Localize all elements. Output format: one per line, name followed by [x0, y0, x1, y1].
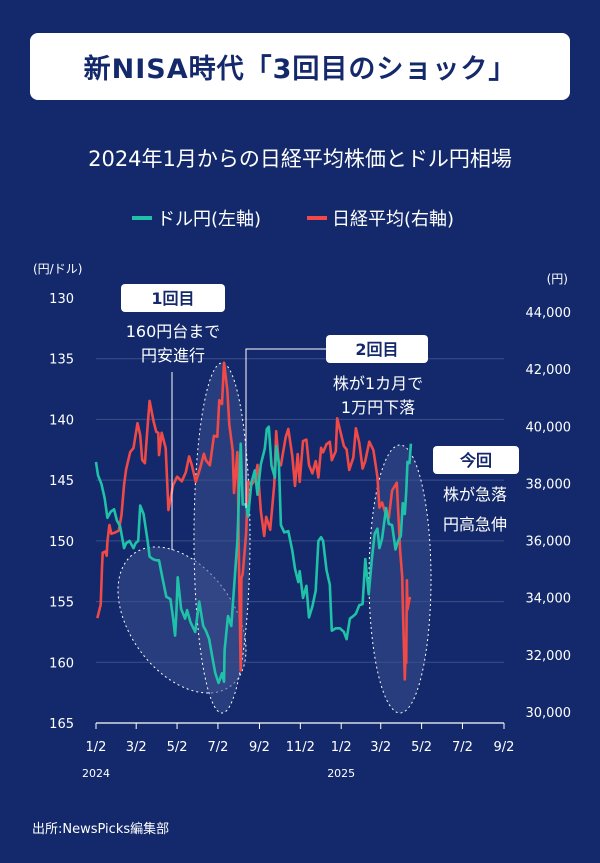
- highlight-ellipse-2: [193, 362, 251, 714]
- annotation-2: 2回目 株が1カ月で 1万円下落: [245, 335, 428, 508]
- x-tick-label: 7/2: [207, 740, 228, 755]
- x-tick-label: 5/2: [411, 740, 432, 755]
- right-tick-label: 36,000: [526, 535, 572, 550]
- left-tick-label: 135: [49, 353, 74, 368]
- x-axis-ticks: 1/2 3/2 5/2 7/2 9/2 11/2 1/2 3/2 5/2 7/2 9/2 2024 20…: [82, 723, 514, 780]
- annotation-3-line-1: 株が急落: [443, 485, 507, 504]
- x-tick-label: 11/2: [286, 740, 315, 755]
- x-tick-label: 9/2: [249, 740, 270, 755]
- x-tick-label: 3/2: [370, 740, 391, 755]
- annotation-2-leader: [245, 348, 326, 508]
- annotation-3-tag-box: [433, 446, 519, 474]
- x-tick-label: 5/2: [167, 740, 188, 755]
- annotation-1-line-2: 円安進行: [141, 346, 205, 365]
- right-tick-label: 42,000: [526, 363, 572, 378]
- page-title: 新NISA時代「3回目のショック」: [83, 54, 517, 85]
- right-tick-label: 40,000: [526, 420, 572, 435]
- right-tick-label: 44,000: [526, 306, 572, 321]
- left-axis-unit: (円/ドル): [33, 262, 82, 276]
- annotation-3-tag: 今回: [459, 451, 492, 470]
- annotation-2-tag: 2回目: [355, 340, 398, 359]
- year-label-2025: 2025: [327, 767, 355, 780]
- left-tick-label: 140: [49, 413, 74, 428]
- title-banner: 新NISA時代「3回目のショック」: [30, 33, 570, 100]
- annotation-3: 今回 株が急落 円高急伸: [433, 446, 519, 534]
- right-tick-label: 32,000: [526, 649, 572, 664]
- x-tick-label: 1/2: [86, 740, 107, 755]
- x-tick-label: 1/2: [331, 740, 352, 755]
- year-label-2024: 2024: [82, 767, 110, 780]
- right-axis-unit: (円): [547, 272, 568, 286]
- x-tick-label: 3/2: [126, 740, 147, 755]
- series-line-usdjpy: [94, 425, 413, 685]
- left-tick-label: 130: [49, 292, 74, 307]
- annotation-1-line-1: 160円台まで: [126, 322, 221, 341]
- right-axis-ticks: 30,000 32,000 34,000 36,000 38,000 40,000 42,0…: [526, 306, 572, 721]
- left-tick-label: 155: [49, 596, 74, 611]
- right-tick-label: 34,000: [526, 592, 572, 607]
- right-tick-label: 38,000: [526, 477, 572, 492]
- left-tick-label: 145: [49, 474, 74, 489]
- annotation-2-tag-box: [326, 335, 428, 363]
- annotation-2-line-1: 株が1カ月で: [333, 374, 423, 393]
- x-tick-label: 9/2: [494, 740, 515, 755]
- left-tick-label: 160: [49, 656, 74, 671]
- right-tick-label: 30,000: [526, 706, 572, 721]
- annotation-2-line-2: 1万円下落: [341, 398, 415, 417]
- legend: ドル円(左軸) 日経平均(右軸): [132, 209, 454, 230]
- chart-subtitle: 2024年1月からの日経平均株価とドル円相場: [88, 147, 512, 171]
- legend-usdjpy-label: ドル円(左軸): [157, 209, 261, 230]
- left-tick-label: 165: [49, 717, 74, 732]
- x-tick-label: 7/2: [452, 740, 473, 755]
- source-note: 出所:NewsPicks編集部: [32, 822, 170, 837]
- left-tick-label: 150: [49, 535, 74, 550]
- series-line-nikkei: [96, 361, 412, 681]
- left-axis-ticks: 130 135 140 145 150 155 160 165: [49, 292, 74, 732]
- annotation-3-line-2: 円高急伸: [443, 515, 507, 534]
- annotation-1-tag-box: [121, 284, 225, 312]
- legend-nikkei-label: 日経平均(右軸): [332, 209, 454, 230]
- annotation-1-tag: 1回目: [151, 289, 194, 308]
- annotation-1: 1回目 160円台まで 円安進行: [121, 284, 225, 550]
